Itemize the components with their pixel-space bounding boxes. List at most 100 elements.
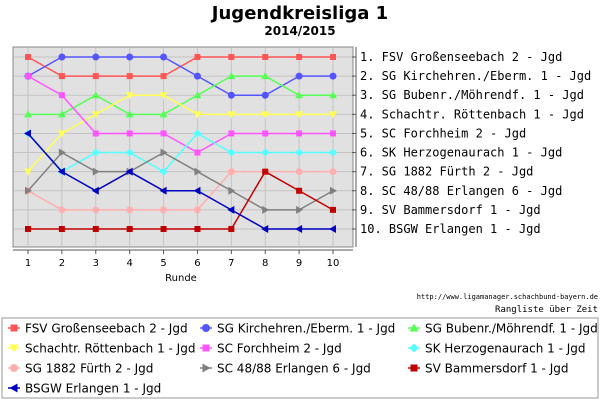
data-point (330, 54, 336, 60)
data-point (160, 130, 167, 137)
data-point (261, 91, 269, 99)
data-point (330, 186, 337, 195)
data-point (57, 130, 66, 138)
series-line (28, 170, 334, 230)
data-point (25, 54, 31, 60)
data-point (295, 111, 304, 119)
rank-label: 5. SC Forchheim 2 - Jgd (360, 126, 526, 140)
data-point (159, 92, 168, 100)
data-point (58, 73, 65, 80)
data-point (126, 73, 133, 80)
data-point (295, 148, 304, 157)
x-tick-label: 10 (327, 258, 340, 269)
source-url: http://www.ligamanager.schachbund-bayern… (417, 293, 598, 301)
data-point (227, 205, 235, 214)
legend-item: SV Bammersdorf 1 - Jgd (408, 362, 568, 376)
legend-item: SG 1882 Fürth 2 - Jgd (8, 362, 153, 376)
data-point (295, 72, 303, 80)
legend-item: SG Kirchehren./Eberm. 1 - Jgd (200, 322, 395, 336)
legend-marker (202, 344, 210, 352)
data-point (227, 91, 235, 99)
x-tick-label: 3 (93, 258, 99, 269)
data-point (193, 72, 201, 80)
series-5 (25, 73, 336, 156)
data-point (262, 168, 269, 175)
rank-label: 6. SK Herzogenaurach 1 - Jgd (360, 146, 562, 160)
rank-label: 7. SG 1882 Fürth 2 - Jgd (360, 165, 533, 179)
legend-item: Schachtr. Röttenbach 1 - Jgd (8, 342, 195, 356)
legend-marker (409, 323, 419, 332)
data-point (296, 130, 303, 137)
data-point (261, 225, 269, 233)
data-point (92, 53, 100, 61)
data-point (160, 206, 168, 214)
legend-item: SK Herzogenaurach 1 - Jgd (408, 342, 586, 356)
series-line (27, 75, 333, 154)
series-9 (25, 168, 336, 232)
legend-item: SC Forchheim 2 - Jgd (200, 342, 342, 356)
data-point (159, 167, 168, 176)
data-point (24, 110, 32, 118)
legend-label: SG 1882 Fürth 2 - Jgd (25, 362, 153, 376)
data-point (193, 91, 202, 99)
legend-label: SC Forchheim 2 - Jgd (217, 342, 342, 356)
series-line (27, 151, 334, 211)
series-10 (24, 129, 336, 233)
x-ticks: 1 2 3 4 5 6 7 8 9 10 (25, 250, 340, 269)
data-point (126, 130, 133, 137)
legend-marker (10, 324, 18, 332)
data-point (228, 130, 235, 137)
data-point (160, 53, 168, 61)
legend-label: SG Kirchehren./Eberm. 1 - Jgd (217, 322, 395, 336)
legend-marker (10, 364, 18, 372)
data-point (58, 148, 66, 157)
data-point (194, 226, 201, 232)
data-point (261, 72, 270, 80)
data-point (194, 167, 202, 176)
data-point (24, 129, 31, 138)
x-tick-label: 9 (296, 258, 302, 269)
data-point (92, 226, 99, 232)
data-point (160, 73, 167, 80)
x-axis-label: Runde (165, 273, 197, 284)
data-point (227, 111, 236, 119)
chart-caption: Rangliste über Zeit (495, 305, 598, 315)
legend-marker (202, 324, 210, 332)
data-point (91, 186, 99, 195)
data-point (330, 130, 336, 137)
data-point (228, 226, 235, 232)
data-point (193, 186, 201, 195)
x-tick-label: 4 (126, 258, 132, 269)
data-point (92, 73, 99, 80)
data-point (329, 72, 337, 80)
data-point (193, 111, 202, 119)
data-point (227, 72, 236, 80)
legend-label: Schachtr. Röttenbach 1 - Jgd (25, 342, 195, 356)
legend-label: SK Herzogenaurach 1 - Jgd (425, 342, 586, 356)
data-point (227, 148, 236, 157)
data-point (126, 53, 134, 61)
legend-item: SC 48/88 Erlangen 6 - Jgd (200, 362, 371, 376)
legend-marker (9, 344, 19, 353)
data-point (329, 225, 336, 233)
x-tick-label: 6 (194, 258, 200, 269)
legend-item: FSV Großenseebach 2 - Jgd (8, 322, 188, 336)
data-point (125, 92, 134, 100)
chart-subtitle: 2014/2015 (264, 24, 335, 38)
data-point (193, 129, 202, 138)
legend-marker (9, 383, 18, 393)
data-point (126, 206, 134, 214)
data-point (329, 91, 337, 99)
data-point (25, 226, 31, 232)
data-point (57, 110, 66, 118)
legend-marker (202, 363, 211, 373)
data-point (58, 206, 66, 214)
legend-label: SG Bubenr./Möhrendf. 1 - Jgd (425, 322, 598, 336)
data-point (91, 111, 100, 119)
rank-label: 3. SG Bubenr./Möhrendf. 1 - Jgd (360, 88, 584, 102)
legend-label: FSV Großenseebach 2 - Jgd (25, 322, 188, 336)
data-point (194, 149, 201, 156)
data-point (159, 186, 167, 195)
chart-title: Jugendkreisliga 1 (210, 3, 388, 24)
